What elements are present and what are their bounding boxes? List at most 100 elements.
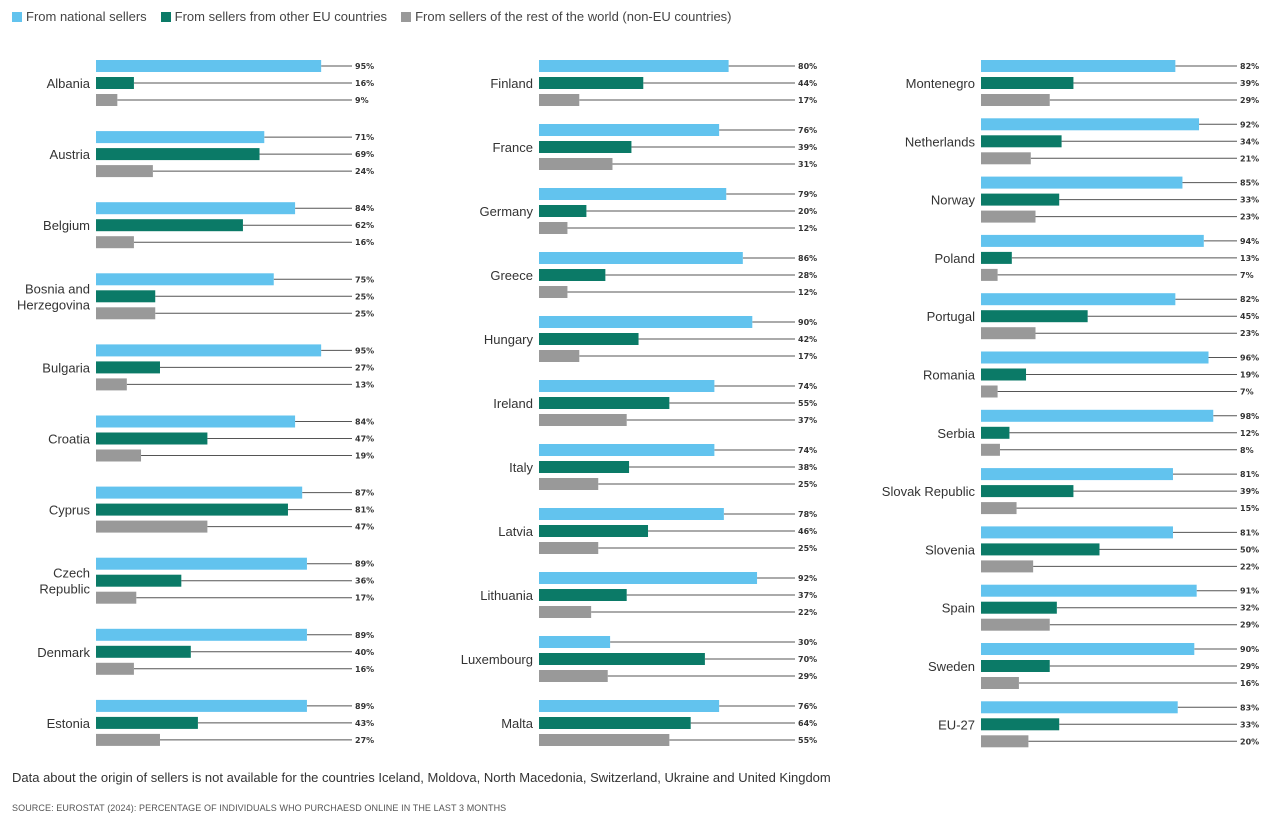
bar-eu	[96, 148, 260, 161]
value-label: 98%	[1240, 412, 1259, 421]
bar-eu	[981, 660, 1050, 672]
value-label: 91%	[1240, 587, 1259, 596]
bar-eu	[981, 77, 1074, 89]
country-label-line: Bosnia and	[25, 281, 90, 296]
value-label: 78%	[798, 510, 817, 519]
footnote: Data about the origin of sellers is not …	[12, 770, 831, 785]
legend-swatch-non-eu	[401, 11, 412, 22]
value-label: 23%	[1240, 329, 1259, 338]
value-label: 50%	[1240, 545, 1259, 554]
country-label: Germany	[480, 204, 534, 219]
country-label-line: Austria	[50, 147, 91, 162]
value-label: 45%	[1240, 312, 1259, 321]
country-label-line: Montenegro	[906, 76, 975, 91]
bar-eu	[981, 426, 1010, 439]
chart-legend: From national sellers From sellers from …	[12, 9, 732, 24]
bar-eu	[96, 219, 243, 232]
bar-national	[981, 60, 1176, 72]
value-label: 30%	[798, 638, 817, 647]
country-label: Denmark	[37, 645, 90, 660]
value-label: 25%	[798, 544, 817, 553]
value-label: 81%	[1240, 470, 1259, 479]
country-label-line: Lithuania	[480, 588, 534, 603]
bar-national	[96, 628, 307, 641]
country-label-line: Latvia	[498, 524, 533, 539]
value-label: 37%	[798, 591, 817, 600]
bar-national	[981, 468, 1173, 481]
bar-national	[96, 557, 307, 570]
country-label-line: Romania	[923, 368, 976, 383]
bar-non_eu	[539, 414, 627, 426]
bar-eu	[981, 485, 1074, 498]
value-label: 31%	[798, 160, 817, 169]
bar-non_eu	[539, 350, 580, 362]
value-label: 39%	[798, 143, 817, 152]
value-label: 7%	[1240, 271, 1254, 280]
value-label: 16%	[355, 665, 374, 674]
value-label: 92%	[1240, 120, 1259, 129]
value-label: 28%	[798, 271, 817, 280]
value-label: 74%	[798, 446, 817, 455]
bar-non_eu	[981, 210, 1036, 223]
value-label: 55%	[798, 399, 817, 408]
country-label-line: Denmark	[37, 645, 90, 660]
value-label: 82%	[1240, 295, 1259, 304]
value-label: 24%	[355, 167, 374, 176]
value-label: 39%	[1240, 487, 1259, 496]
country-label: Serbia	[937, 426, 975, 441]
bar-eu	[981, 543, 1100, 556]
bar-eu	[539, 77, 644, 89]
country-label: Malta	[501, 716, 534, 731]
bar-national	[539, 60, 729, 72]
bar-national	[539, 636, 611, 648]
bar-eu	[96, 716, 198, 729]
country-label: Slovak Republic	[882, 484, 976, 499]
country-label: Slovenia	[925, 542, 976, 557]
country-label: Czech Republic	[39, 566, 90, 597]
bar-eu	[981, 368, 1027, 381]
value-label: 29%	[1240, 96, 1259, 105]
legend-label-national: From national sellers	[26, 9, 147, 24]
country-label-line: Spain	[942, 601, 975, 616]
country-label-line: France	[493, 140, 533, 155]
bar-eu	[539, 269, 606, 281]
bar-national	[539, 700, 720, 712]
value-label: 16%	[355, 238, 374, 247]
value-label: 42%	[798, 335, 817, 344]
bar-non_eu	[539, 158, 613, 170]
country-label: Cyprus	[49, 503, 91, 518]
bar-national	[981, 584, 1197, 597]
country-label-line: Slovak Republic	[882, 484, 976, 499]
bar-non_eu	[96, 236, 134, 249]
bar-national	[981, 643, 1195, 655]
bar-national	[539, 188, 727, 200]
value-label: 85%	[1240, 179, 1259, 188]
bar-non_eu	[981, 502, 1017, 515]
value-label: 25%	[355, 292, 374, 301]
country-label-line: Croatia	[48, 432, 91, 447]
value-label: 79%	[798, 190, 817, 199]
country-label-line: Finland	[490, 76, 533, 91]
country-label: EU-27	[938, 717, 975, 732]
country-label-line: Czech	[53, 566, 90, 581]
country-label: Bulgaria	[42, 360, 90, 375]
value-label: 13%	[355, 380, 374, 389]
bar-eu	[981, 601, 1057, 614]
bar-national	[539, 444, 715, 456]
value-label: 27%	[355, 736, 374, 745]
bar-eu	[981, 251, 1012, 264]
value-label: 16%	[355, 79, 374, 88]
value-label: 17%	[798, 352, 817, 361]
value-label: 89%	[355, 702, 374, 711]
value-label: 87%	[355, 489, 374, 498]
bar-non_eu	[981, 443, 1000, 456]
country-label: France	[493, 140, 533, 155]
value-label: 32%	[1240, 604, 1259, 613]
country-label-line: Ireland	[493, 396, 533, 411]
country-label: Albania	[47, 76, 91, 91]
bar-national	[96, 273, 274, 286]
value-label: 83%	[1240, 703, 1259, 712]
bar-non_eu	[96, 449, 142, 462]
value-label: 43%	[355, 719, 374, 728]
country-label: Latvia	[498, 524, 533, 539]
